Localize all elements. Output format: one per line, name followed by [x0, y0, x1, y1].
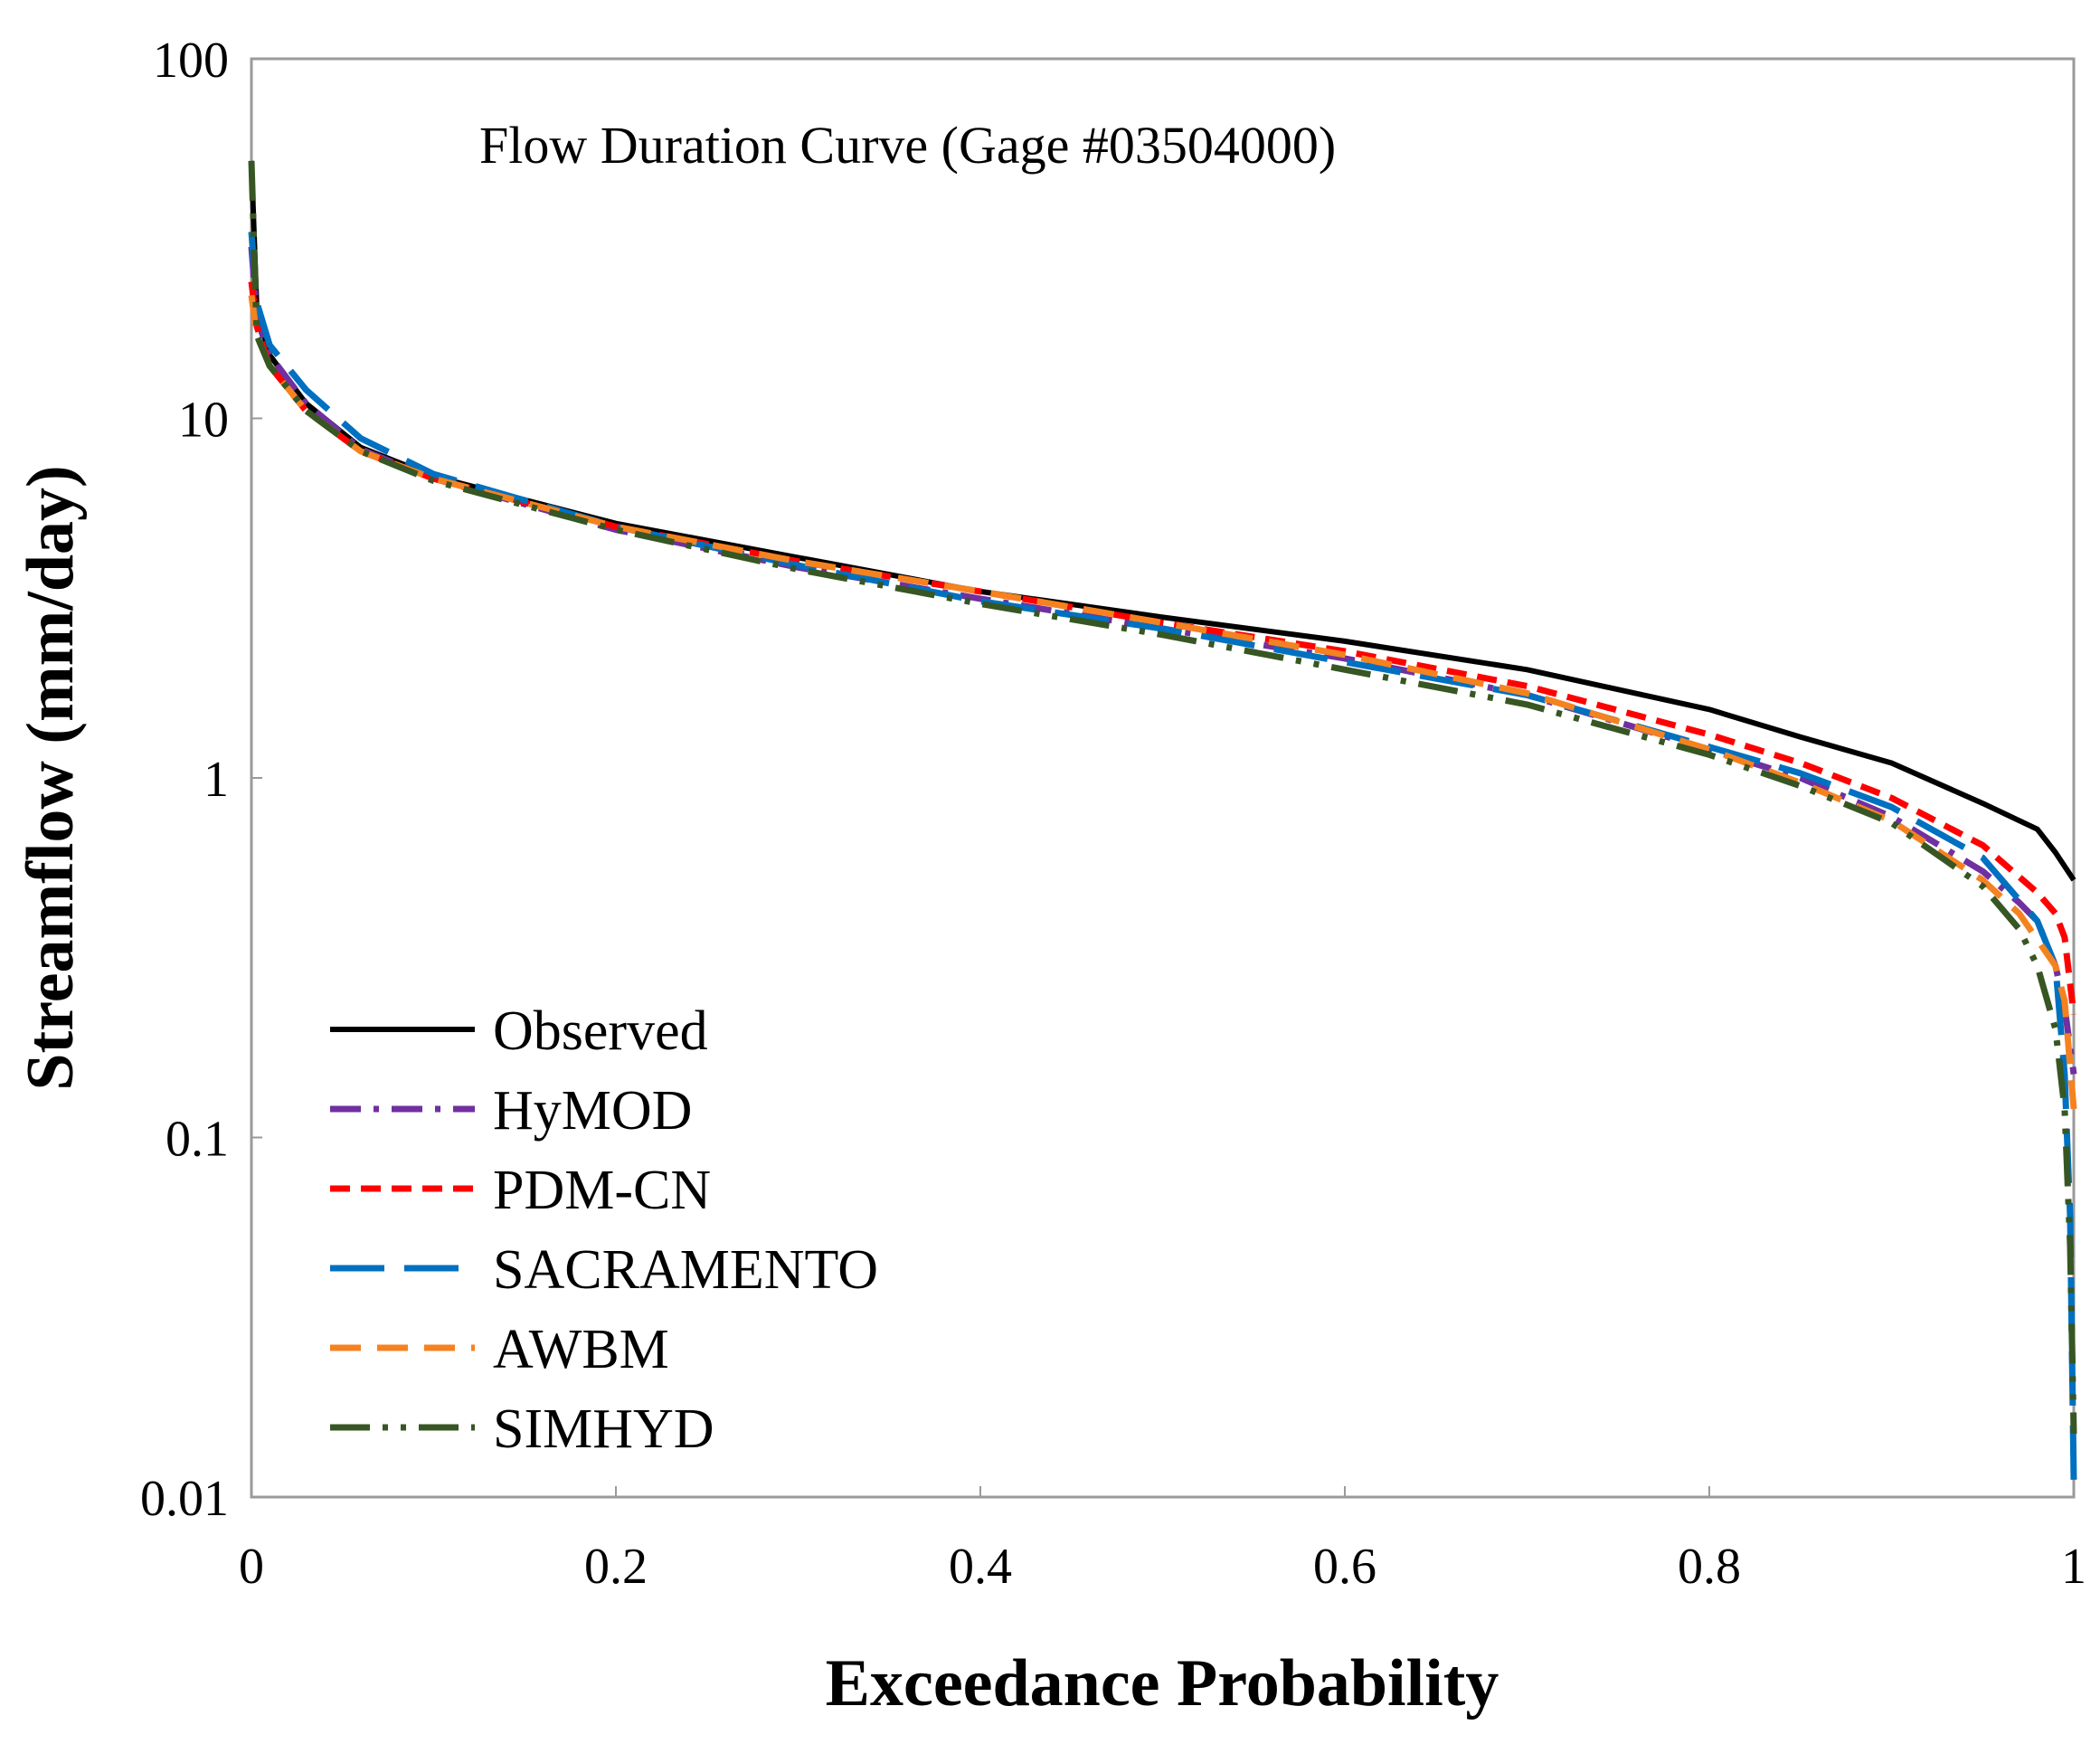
y-tick-label: 0.1 — [166, 1112, 229, 1168]
legend-label-sacramento: SACRAMENTO — [493, 1239, 878, 1301]
x-tick-label: 0.8 — [1678, 1539, 1741, 1595]
series-line-sacramento — [248, 232, 2077, 1483]
y-axis-title: Streamflow (mm/day) — [14, 465, 88, 1090]
x-tick-label: 0.2 — [584, 1539, 648, 1595]
x-tick-label: 0.6 — [1313, 1539, 1376, 1595]
series-line-simhyd — [248, 160, 2077, 1435]
x-tick-label: 0 — [239, 1539, 264, 1595]
y-tick-label: 10 — [178, 393, 229, 449]
legend-label-awbm: AWBM — [493, 1319, 669, 1380]
legend-label-hymod: HyMOD — [493, 1080, 692, 1142]
y-tick-label: 1 — [203, 752, 229, 808]
y-tick-label: 0.01 — [140, 1471, 229, 1527]
series-layer — [248, 160, 2077, 1483]
x-tick-label: 1 — [2061, 1539, 2086, 1595]
x-axis-title: Exceedance Probability — [826, 1646, 1499, 1720]
legend-label-observed: Observed — [493, 1000, 708, 1062]
tick-layer: 0 0.2 0.4 0.6 0.8 1 0.01 0.1 1 10 100 — [140, 33, 2086, 1595]
legend: Observed HyMOD PDM-CN SACRAMENTO AWBM SIMHYD — [330, 1000, 878, 1460]
y-tick-label: 100 — [153, 33, 229, 89]
x-tick-label: 0.4 — [949, 1539, 1012, 1595]
legend-label-simhyd: SIMHYD — [493, 1398, 714, 1460]
chart-title: Flow Duration Curve (Gage #03504000) — [479, 116, 1336, 175]
legend-label-pdm-cn: PDM-CN — [493, 1160, 711, 1221]
